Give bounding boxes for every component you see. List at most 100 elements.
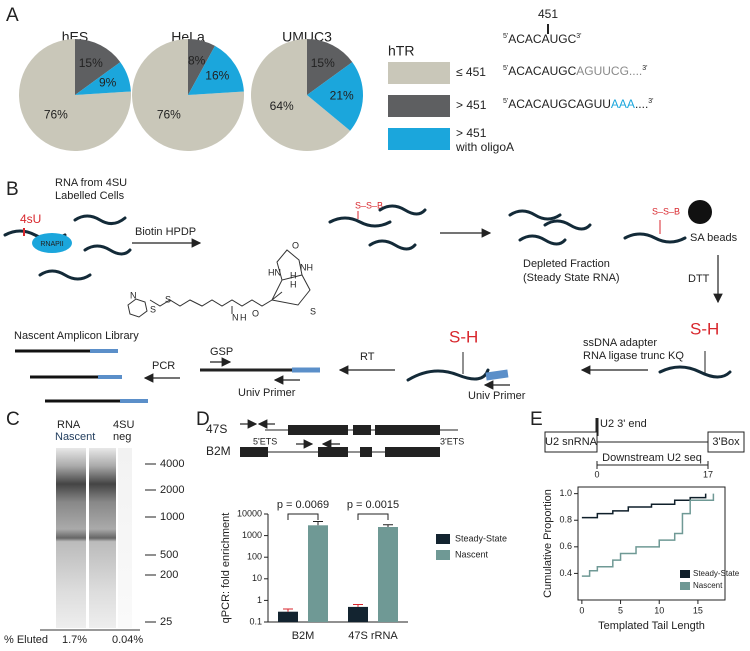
legend-label: with oligoA — [455, 140, 514, 154]
ladder-label: 1000 — [160, 511, 184, 523]
sequence-part: ACACAUGC — [508, 32, 576, 46]
ladder-label: 500 — [160, 549, 178, 561]
text: Biotin HPDP — [135, 226, 196, 238]
legend-swatch — [388, 128, 450, 150]
text: RNA ligase trunc KQ — [583, 350, 684, 362]
text: 1.7% — [62, 634, 87, 646]
error-bar — [313, 520, 323, 526]
series-line — [581, 493, 707, 519]
ladder-label: 25 — [160, 616, 172, 628]
text: S–S–B — [355, 200, 383, 210]
rna — [543, 219, 592, 231]
pie-slice — [307, 39, 353, 95]
pie-slice — [188, 45, 244, 95]
text: 4sU — [20, 212, 41, 226]
atom-label: NH — [300, 262, 313, 272]
text: ssDNA adapter — [583, 337, 657, 349]
text: % Eluted — [4, 634, 48, 646]
atom-label: S — [150, 304, 156, 314]
y-tick-label: 0.1 — [249, 616, 262, 626]
rna — [623, 232, 687, 244]
exon — [318, 447, 348, 457]
position-label: 451 — [538, 7, 558, 21]
pie-label: 16% — [205, 69, 229, 83]
plot-frame — [577, 486, 726, 601]
panel-d-diagram: 47S 5'ETS 3'ETS B2M — [206, 419, 464, 458]
legend-swatch — [680, 582, 690, 590]
legend-label: ≤ 451 — [456, 65, 486, 79]
legend-title: hTR — [388, 43, 414, 59]
text: RNA — [57, 419, 81, 431]
bar — [278, 611, 298, 622]
sequence-part: 5' — [503, 65, 508, 72]
pie-label: 15% — [79, 56, 103, 70]
panel-label: B — [6, 179, 19, 200]
text: U2 3' end — [600, 418, 647, 430]
atom-label: O — [252, 308, 259, 318]
panel-label: E — [530, 409, 543, 430]
atom-label: O — [292, 240, 299, 250]
text: S-H — [690, 319, 719, 338]
text: Univ Primer — [468, 390, 526, 402]
atom-label: HN — [268, 267, 281, 277]
atom-label: N — [130, 290, 137, 300]
bar — [378, 527, 398, 622]
bracket — [357, 513, 389, 520]
pie-slice — [18, 39, 131, 152]
text: PCR — [152, 360, 175, 372]
polymerase — [32, 233, 72, 253]
atom-label: S — [310, 306, 316, 316]
sequence: 5'ACACAUGCAGUUCG....3' — [503, 64, 648, 78]
pie-label: 76% — [157, 108, 181, 122]
sequence-part: 3' — [648, 98, 653, 105]
pie-label: 64% — [270, 99, 294, 113]
atom-label: H — [290, 270, 297, 280]
text: 5'ETS — [253, 436, 277, 446]
bead — [688, 200, 712, 224]
text: (Steady State RNA) — [523, 272, 620, 284]
atom-label: H — [240, 312, 247, 322]
error-bar — [383, 524, 393, 528]
ladder-label: 2000 — [160, 484, 184, 496]
gel-lane — [56, 448, 86, 628]
text: 47S — [206, 422, 227, 436]
sequence-part: 3' — [576, 33, 581, 40]
annotation: p = 0.0069 — [277, 499, 329, 511]
error-bar — [283, 608, 293, 612]
y-tick-label: 1.0 — [559, 488, 572, 498]
legend-label: Steady-State — [693, 569, 740, 578]
pie-label: 15% — [311, 56, 335, 70]
pie-slice — [75, 62, 131, 95]
pie-slice — [307, 62, 364, 131]
rna — [38, 269, 92, 281]
x-tick-label: 5 — [618, 605, 623, 615]
panel-label: A — [6, 5, 19, 26]
y-axis-label: qPCR: fold enrichment — [220, 513, 232, 624]
sequence-part: AAA — [611, 97, 635, 111]
text: Nascent — [55, 431, 95, 443]
y-tick-label: 1 — [257, 595, 262, 605]
text: 3'ETS — [440, 436, 464, 446]
rna — [73, 214, 127, 225]
x-tick-label: 10 — [654, 605, 664, 615]
panel-c: RNA Nascent 4SU neg % Eluted 1.7% 0.04% — [4, 419, 143, 646]
legend-swatch — [436, 550, 450, 560]
y-tick-label: 0.8 — [559, 515, 572, 525]
exon — [360, 447, 372, 457]
sequence-part: 5' — [503, 33, 508, 40]
sequence: 5'ACACAUGCAGUUAAA....3' — [503, 97, 654, 111]
legend-swatch — [436, 534, 450, 544]
atom-label: N — [232, 312, 239, 322]
x-tick-label: 15 — [693, 605, 703, 615]
bar — [308, 525, 328, 622]
text: Labelled Cells — [55, 190, 125, 202]
pie-label: 9% — [99, 75, 117, 89]
y-tick-label: 100 — [247, 552, 262, 562]
panel-label: C — [6, 409, 20, 430]
text: 0 — [594, 469, 599, 479]
ladder-label: 4000 — [160, 458, 184, 470]
pie-slice — [251, 39, 351, 151]
error-bar — [353, 603, 363, 607]
bar — [348, 606, 368, 622]
